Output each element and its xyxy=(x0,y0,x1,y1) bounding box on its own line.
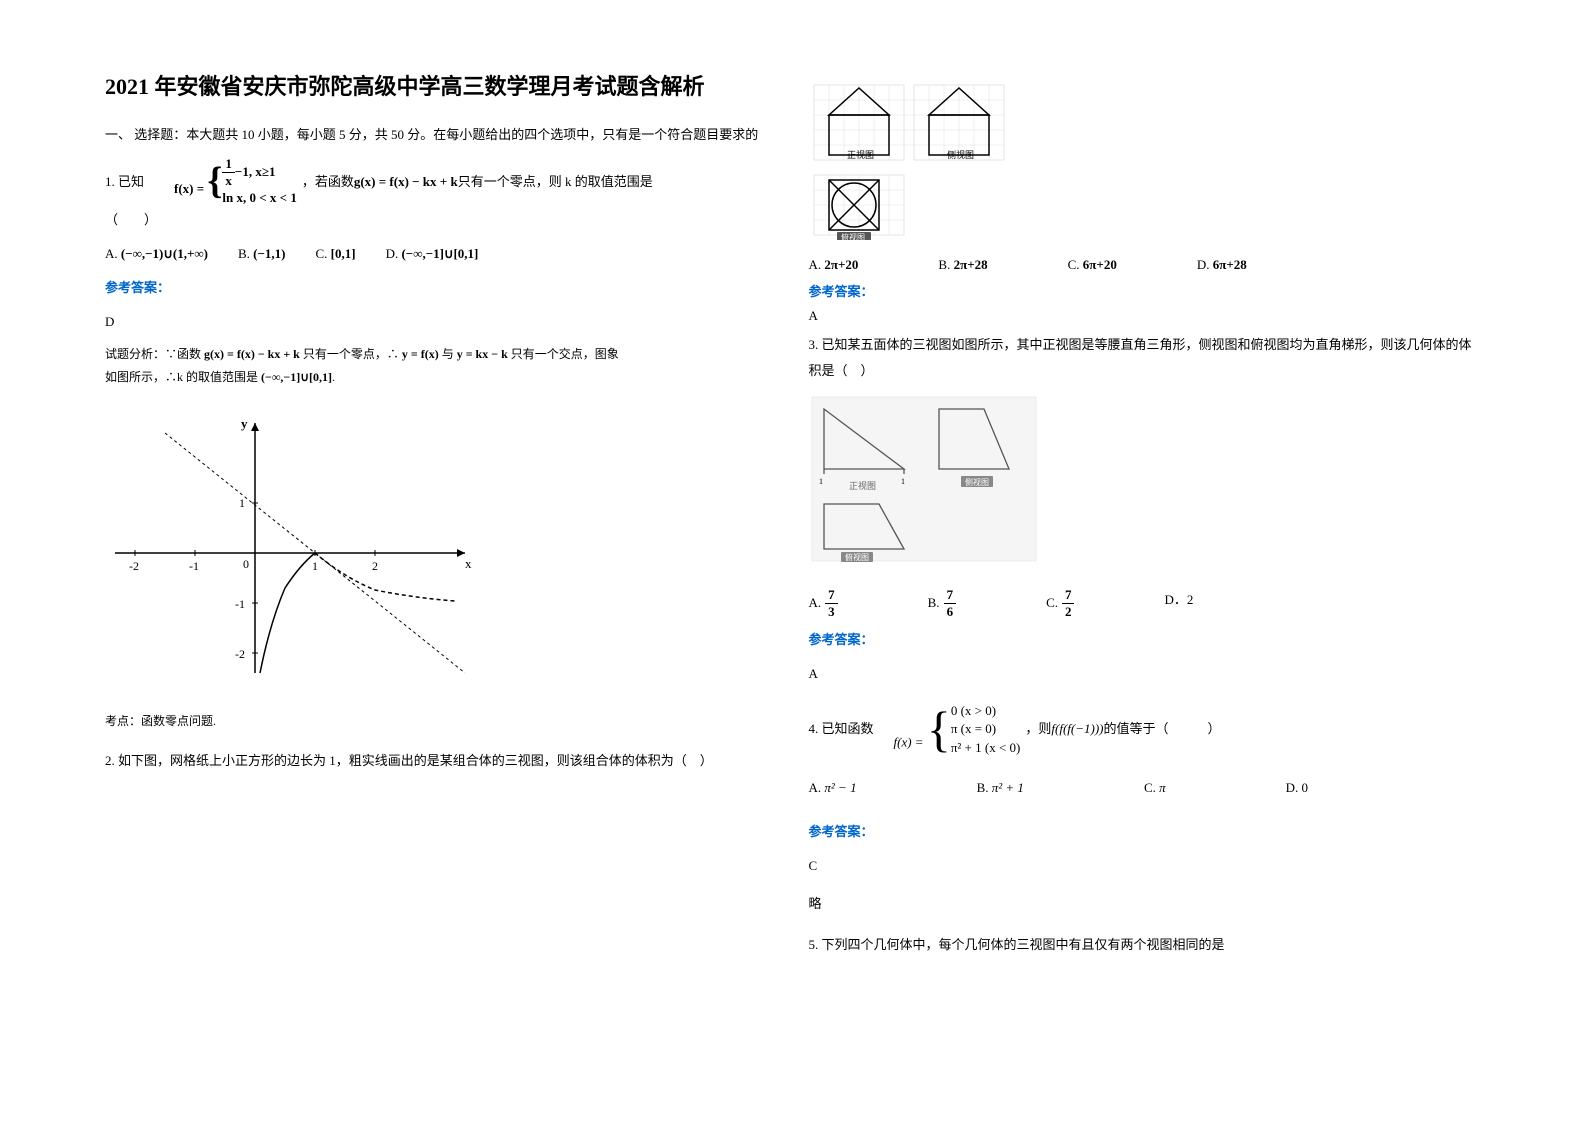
svg-text:1: 1 xyxy=(312,559,318,573)
q3-view3-label: 俯视图 xyxy=(845,552,869,562)
q1-analysis-prefix: 试题分析：∵函数 xyxy=(105,347,201,361)
brace-icon: { xyxy=(927,709,951,749)
q4-answer-label: 参考答案： xyxy=(809,819,1483,845)
q1-analysis-suffix: 只有一个交点，图象 xyxy=(511,347,619,361)
question-3: 3. 已知某五面体的三视图如图所示，其中正视图是等腰直角三角形，侧视图和俯视图均… xyxy=(809,332,1483,687)
svg-text:x: x xyxy=(465,556,472,571)
brace-icon: { xyxy=(207,166,222,196)
q3-optB-den: 6 xyxy=(944,604,957,620)
q4-options: A. π² − 1 B. π² + 1 C. π D. 0 xyxy=(809,775,1483,801)
q1-analysis-and: 与 xyxy=(442,347,454,361)
svg-text:-1: -1 xyxy=(235,597,245,611)
q3-view1-label: 正视图 xyxy=(849,480,876,491)
q2-optD: 6π+28 xyxy=(1213,257,1247,272)
q3-answer: A xyxy=(809,661,1483,687)
svg-text:-2: -2 xyxy=(129,559,139,573)
q2-answer-label: 参考答案： xyxy=(809,281,1483,300)
q3-optA-den: 3 xyxy=(825,604,838,620)
q5-text: 5. 下列四个几何体中，每个几何体的三视图中有且仅有两个视图相同的是 xyxy=(809,932,1483,958)
q4-p2: π (x = 0) xyxy=(951,720,1021,738)
q3-options: A. 7 3 B. 7 6 C. 7 2 xyxy=(809,587,1483,619)
svg-text:1: 1 xyxy=(901,477,905,486)
q3-optC-num: 7 xyxy=(1062,587,1075,604)
q3-optD: D．2 xyxy=(1164,587,1193,619)
q3-optC-den: 2 xyxy=(1062,604,1075,620)
q1-optA: (−∞,−1)∪(1,+∞) xyxy=(121,246,208,261)
q1-analysis-ykx: y = kx − k xyxy=(457,347,508,361)
question-4: 4. 已知函数 f(x) = { 0 (x > 0) π (x = 0) π² … xyxy=(809,702,1483,917)
q1-optD: (−∞,−1]∪[0,1] xyxy=(401,246,478,261)
svg-text:-1: -1 xyxy=(189,559,199,573)
q1-answer: D xyxy=(105,309,779,335)
q1-analysis-line2: 如图所示，∴k 的取值范围是 xyxy=(105,370,258,384)
q2-view1-label: 正视图 xyxy=(847,149,874,160)
q1-analysis-range: (−∞,−1]∪[0,1] xyxy=(261,370,332,384)
q1-analysis-gx: g(x) = f(x) − kx + k xyxy=(204,347,300,361)
q3-answer-label: 参考答案： xyxy=(809,627,1483,653)
q1-optC: [0,1] xyxy=(331,246,356,261)
question-1: 1. 已知 f(x) = { 1 x −1, x≥1 xyxy=(105,156,779,733)
svg-text:0: 0 xyxy=(243,557,249,571)
q4-answer: C xyxy=(809,853,1483,879)
q1-gx: g(x) = f(x) − kx + k xyxy=(354,169,458,195)
q3-text: 3. 已知某五面体的三视图如图所示，其中正视图是等腰直角三角形，侧视图和俯视图均… xyxy=(809,332,1483,384)
svg-text:-2: -2 xyxy=(235,647,245,661)
q2-view3-label: 俯视图 xyxy=(841,232,865,240)
q4-optC: π xyxy=(1159,780,1166,795)
q1-options: A. (−∞,−1)∪(1,+∞) B. (−1,1) C. [0,1] D. … xyxy=(105,241,779,267)
q4-body: ，则 xyxy=(1025,716,1051,742)
q1-p1-den: x xyxy=(222,173,235,189)
q4-optB: π² + 1 xyxy=(992,780,1024,795)
q3-diagram: 1 正视图 1 侧视图 俯视图 xyxy=(809,394,1483,575)
page-title: 2021 年安徽省安庆市弥陀高级中学高三数学理月考试题含解析 xyxy=(105,70,779,103)
q1-body2: 只有一个零点，则 k 的取值范围是 xyxy=(458,169,653,195)
q1-graph: x y -2 -1 0 1 2 1 xyxy=(105,403,779,694)
question-5: 5. 下列四个几何体中，每个几何体的三视图中有且仅有两个视图相同的是 xyxy=(809,932,1483,958)
svg-text:2: 2 xyxy=(372,559,378,573)
q2-optC: 6π+20 xyxy=(1083,257,1117,272)
q2-options: A. 2π+20 B. 2π+28 C. 6π+20 D. 6π+28 xyxy=(809,257,1483,273)
q1-p1-num: 1 xyxy=(222,156,235,173)
q4-p1: 0 (x > 0) xyxy=(951,702,1021,720)
svg-text:y: y xyxy=(241,416,248,431)
section-intro: 一、 选择题：本大题共 10 小题，每小题 5 分，共 50 分。在每小题给出的… xyxy=(105,123,779,146)
q4-suffix: 的值等于（ ） xyxy=(1103,716,1220,742)
q1-paren: （ ） xyxy=(105,207,779,233)
q2-text: 2. 如下图，网格纸上小正方形的边长为 1，粗实线画出的是某组合体的三视图，则该… xyxy=(105,748,779,774)
q1-fx: f(x) = xyxy=(174,181,204,196)
q4-p3: π² + 1 (x < 0) xyxy=(951,739,1021,757)
svg-text:1: 1 xyxy=(819,477,823,486)
q4-optA: π² − 1 xyxy=(824,780,856,795)
q1-p1-suffix: −1, x≥1 xyxy=(235,163,276,181)
q4-fx: f(x) = xyxy=(894,734,924,749)
q3-optA-num: 7 xyxy=(825,587,838,604)
answer-label: 参考答案： xyxy=(105,275,779,301)
q1-prefix: 1. 已知 xyxy=(105,169,144,195)
q1-body: ，若函数 xyxy=(302,169,354,195)
q1-analysis-yfx: y = f(x) xyxy=(402,347,439,361)
q4-ff: f(f(f(−1))) xyxy=(1051,716,1103,742)
q3-view2-label: 侧视图 xyxy=(965,477,989,487)
q1-p2: ln x, 0 < x < 1 xyxy=(222,189,296,207)
q1-footnote: 考点：函数零点问题. xyxy=(105,709,779,733)
svg-text:1: 1 xyxy=(239,496,245,510)
q2-optB: 2π+28 xyxy=(954,257,988,272)
q4-optD: D. 0 xyxy=(1286,775,1308,801)
q1-analysis-mid: 只有一个零点，∴ xyxy=(303,347,399,361)
q4-prefix: 4. 已知函数 xyxy=(809,716,874,742)
question-2: 2. 如下图，网格纸上小正方形的边长为 1，粗实线画出的是某组合体的三视图，则该… xyxy=(105,748,779,774)
q4-brief: 略 xyxy=(809,891,1483,917)
q2-optA: 2π+20 xyxy=(824,257,858,272)
q2-answer: A xyxy=(809,308,1483,324)
q3-optB-num: 7 xyxy=(944,587,957,604)
q2-diagram: 正视图 侧视图 俯视图 xyxy=(809,80,1483,245)
q1-optB: (−1,1) xyxy=(253,246,285,261)
q2-view2-label: 侧视图 xyxy=(947,149,974,160)
